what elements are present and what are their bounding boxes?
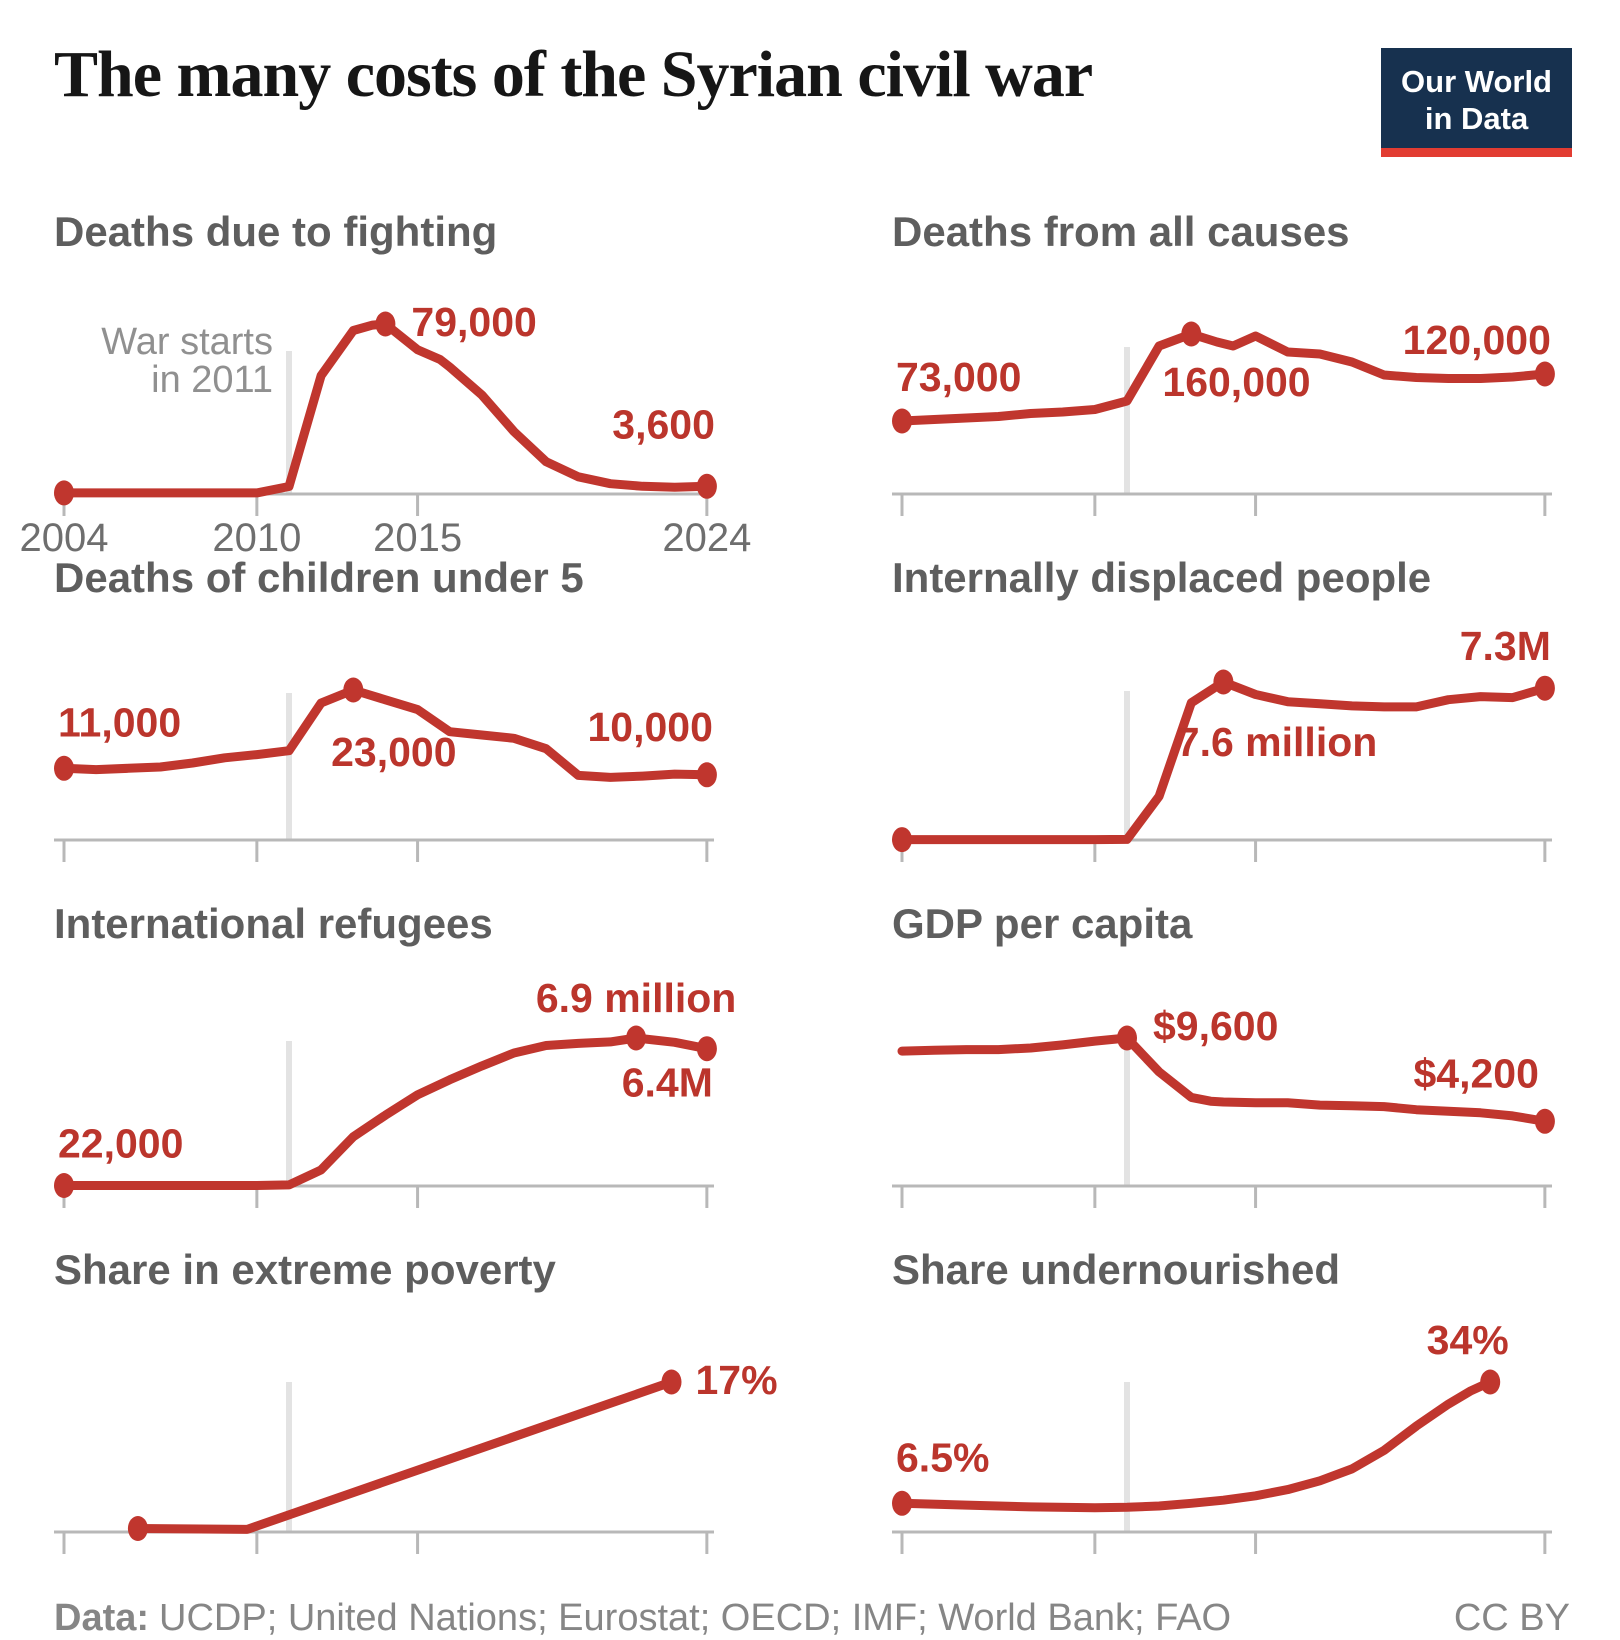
data-line	[897, 1377, 1495, 1513]
chart-title: Deaths of children under 5	[54, 554, 584, 601]
value-label: 3,600	[612, 401, 715, 447]
data-point-marker	[1213, 669, 1234, 695]
chart-deaths-fighting: Deaths due to fighting 2004 2010 2015 2024 7…	[20, 208, 752, 561]
value-label: 160,000	[1162, 359, 1310, 405]
data-point-marker	[1534, 1108, 1555, 1134]
chart-title: GDP per capita	[892, 900, 1193, 947]
chart-title: Internally displaced people	[892, 554, 1432, 601]
chart-internally-displaced: Internally displaced people 7.6 million 7…	[892, 554, 1555, 885]
page-title: The many costs of the Syrian civil war	[54, 38, 1093, 111]
war-annotation: War starts	[101, 321, 273, 363]
data-line	[133, 1377, 676, 1534]
data-line	[897, 677, 1550, 845]
value-label: $9,600	[1153, 1003, 1278, 1049]
chart-canvas-deaths-fighting: 2004 2010 2015 2024 79,000 3,600 War startsin …	[20, 299, 752, 560]
x-tick-label: 2024	[662, 516, 751, 560]
data-point-marker	[343, 677, 364, 703]
data-point-marker	[1117, 1025, 1137, 1051]
data-point-marker	[661, 1369, 682, 1395]
war-annotation: in 2011	[151, 359, 273, 401]
data-line	[59, 685, 712, 782]
value-label: 120,000	[1403, 317, 1551, 363]
chart-canvas-deaths-all-causes: 73,000 160,000 120,000	[892, 317, 1555, 516]
data-point-marker	[696, 1036, 717, 1062]
chart-title: Share in extreme poverty	[54, 1246, 556, 1293]
chart-deaths-all-causes: Deaths from all causes 73,000 160,000 120,…	[892, 208, 1555, 539]
data-point-marker	[127, 1516, 148, 1541]
data-point-marker	[696, 762, 717, 788]
data-sources: Data: UCDP; United Nations; Eurostat; OEC…	[54, 1597, 1231, 1640]
owid-logo-line1: Our World	[1401, 64, 1552, 99]
value-label: 22,000	[58, 1121, 183, 1167]
data-point-marker	[626, 1025, 647, 1051]
data-point-marker	[1534, 361, 1555, 387]
value-label: 7.3M	[1460, 623, 1551, 669]
chart-extreme-poverty: Share in extreme poverty 17%	[54, 1246, 778, 1577]
data-point-marker	[892, 408, 912, 434]
data-point-marker	[54, 755, 74, 781]
chart-canvas-gdp-per-capita: $9,600 $4,200	[892, 1003, 1555, 1208]
chart-title: Deaths due to fighting	[54, 208, 498, 255]
data-sources-label: Data:	[54, 1597, 150, 1639]
value-label: 17%	[696, 1357, 778, 1403]
value-label: 73,000	[896, 354, 1021, 400]
x-tick-label: 2004	[20, 516, 109, 560]
data-line	[897, 1033, 1550, 1126]
data-point-marker	[1480, 1369, 1501, 1395]
data-point-marker	[1534, 675, 1555, 701]
chart-title: International refugees	[54, 900, 493, 947]
data-line	[59, 1033, 712, 1190]
value-label: 10,000	[587, 704, 712, 750]
charts-grid: Deaths due to fighting 2004 2010 2015 2024 7…	[0, 209, 1620, 1577]
data-point-marker	[54, 480, 74, 506]
data-point-marker	[375, 311, 396, 337]
value-label: 7.6 million	[1177, 719, 1378, 765]
chart-canvas-undernourished: 6.5% 34%	[892, 1317, 1552, 1554]
data-point-marker	[696, 473, 717, 499]
value-label: 34%	[1427, 1317, 1509, 1363]
data-point-marker	[54, 1173, 74, 1198]
footer: Data: UCDP; United Nations; Eurostat; OEC…	[0, 1577, 1620, 1640]
value-label: 6.9 million	[536, 975, 737, 1021]
chart-child-deaths: Deaths of children under 5 11,000 23,000 1…	[54, 554, 717, 885]
chart-gdp-per-capita: GDP per capita $9,600 $4,200	[892, 900, 1555, 1231]
owid-logo-line2: in Data	[1424, 101, 1529, 136]
chart-title: Share undernourished	[892, 1246, 1341, 1293]
value-label: $4,200	[1413, 1050, 1538, 1096]
chart-undernourished: Share undernourished 6.5% 34%	[892, 1247, 1552, 1577]
owid-logo: Our World in Data	[1381, 48, 1572, 157]
value-label: 11,000	[58, 699, 181, 745]
value-label: 23,000	[331, 729, 456, 775]
data-point-marker	[892, 827, 912, 853]
data-point-marker	[892, 1490, 912, 1516]
chart-international-refugees: International refugees 22,000 6.9 million…	[54, 900, 736, 1231]
x-tick-label: 2010	[212, 516, 301, 560]
chart-canvas-international-refugees: 22,000 6.9 million 6.4M	[54, 975, 736, 1208]
chart-canvas-child-deaths: 11,000 23,000 10,000	[54, 677, 717, 862]
chart-title: Deaths from all causes	[892, 208, 1350, 255]
header: The many costs of the Syrian civil war O…	[0, 0, 1620, 157]
data-point-marker	[1181, 321, 1202, 347]
data-sources-list: UCDP; United Nations; Eurostat; OECD; IM…	[159, 1597, 1232, 1639]
chart-canvas-extreme-poverty: 17%	[54, 1357, 778, 1554]
value-label: 6.4M	[622, 1060, 713, 1106]
value-label: 79,000	[411, 299, 536, 345]
data-line	[59, 319, 712, 498]
x-tick-label: 2015	[373, 516, 462, 560]
data-line	[897, 329, 1550, 426]
license-badge: CC BY	[1453, 1597, 1570, 1639]
chart-canvas-internally-displaced: 7.6 million 7.3M	[892, 623, 1555, 862]
value-label: 6.5%	[896, 1434, 989, 1480]
